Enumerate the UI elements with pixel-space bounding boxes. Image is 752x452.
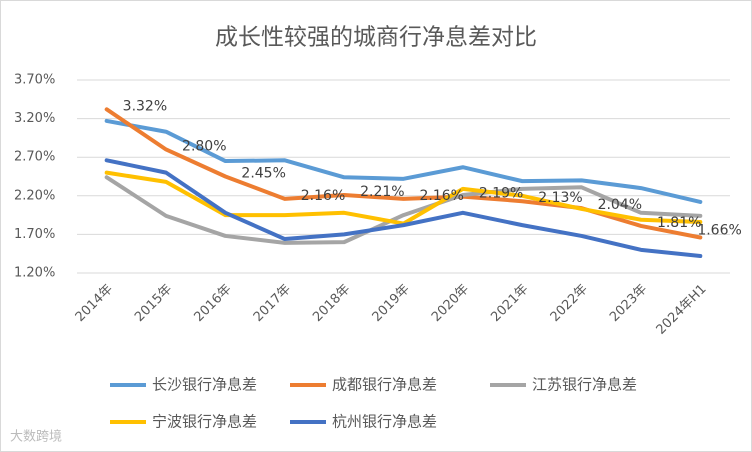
- chart-title: 成长性较强的城商行净息差对比: [215, 25, 537, 51]
- data-label: 2.80%: [182, 138, 226, 154]
- legend-label: 杭州银行净息差: [332, 413, 437, 431]
- y-tick-label: 1.20%: [14, 266, 55, 281]
- legend-label: 长沙银行净息差: [152, 376, 257, 394]
- data-label: 2.13%: [538, 190, 582, 206]
- data-label: 2.21%: [360, 184, 404, 200]
- series-line: [104, 118, 703, 204]
- data-label: 1.81%: [657, 215, 701, 231]
- data-label: 2.16%: [301, 188, 345, 204]
- y-tick-label: 2.20%: [14, 188, 55, 203]
- data-label: 1.66%: [697, 222, 741, 238]
- series-line: [104, 158, 703, 259]
- data-label: 3.32%: [123, 98, 167, 114]
- legend-label: 江苏银行净息差: [532, 376, 637, 394]
- data-label: 2.04%: [598, 197, 642, 213]
- y-tick-label: 2.70%: [14, 150, 55, 165]
- data-label: 2.45%: [241, 166, 285, 182]
- series-line: [104, 175, 703, 245]
- y-tick-label: 3.20%: [14, 111, 55, 126]
- legend-label: 宁波银行净息差: [152, 413, 257, 431]
- legend-label: 成都银行净息差: [332, 376, 437, 394]
- data-label: 2.19%: [479, 186, 523, 202]
- y-tick-label: 3.70%: [14, 73, 55, 88]
- watermark: 大数跨境: [10, 430, 62, 445]
- y-tick-label: 1.70%: [14, 227, 55, 242]
- data-label: 2.16%: [420, 188, 464, 204]
